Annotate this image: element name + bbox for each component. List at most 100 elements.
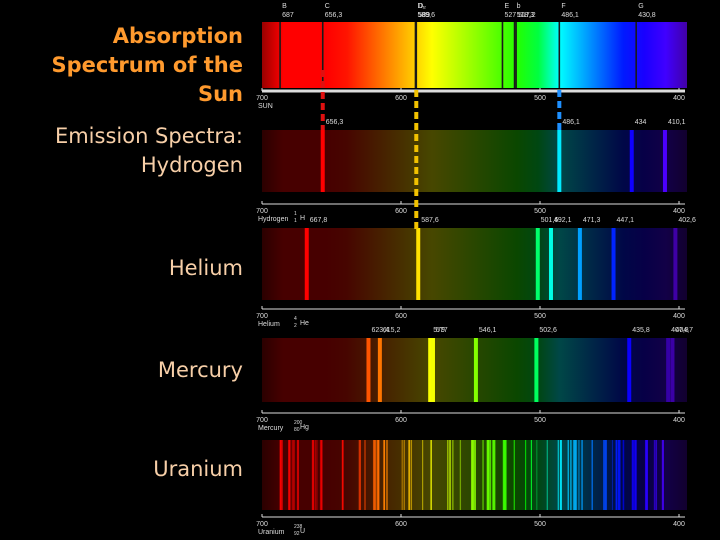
- uranium-line: [530, 440, 532, 510]
- line-label: 492,1: [554, 217, 572, 224]
- absorption-line: [415, 22, 418, 88]
- uranium-label: Uranium: [153, 457, 243, 481]
- emission-line: [627, 338, 632, 402]
- uranium-line: [372, 440, 376, 510]
- line-label: 579: [433, 327, 445, 334]
- absorption-line: [558, 22, 561, 88]
- scale-label: 400: [673, 313, 685, 320]
- line-label: 687: [282, 12, 294, 19]
- uranium-line: [374, 440, 377, 510]
- uranium-line: [559, 440, 562, 510]
- emission-line: [473, 338, 478, 402]
- uranium-line: [570, 440, 572, 510]
- line-label: 518,3: [517, 12, 535, 19]
- uranium-line: [470, 440, 474, 510]
- uranium-line: [288, 440, 291, 510]
- uranium-line: [546, 440, 548, 510]
- uranium-line: [644, 440, 647, 510]
- line-label: 546,1: [479, 327, 497, 334]
- line-label: 410,1: [668, 119, 686, 126]
- label-line: Hydrogen: [140, 153, 243, 177]
- scale-label: 500: [534, 417, 546, 424]
- uranium-line: [492, 440, 495, 510]
- uranium-line: [574, 440, 577, 510]
- scale-label: 600: [395, 208, 407, 215]
- emission-line: [662, 130, 667, 192]
- element-name: Uranium: [258, 529, 285, 536]
- line-letter: b: [517, 3, 521, 10]
- emission-line: [377, 338, 382, 402]
- uranium-line: [645, 440, 648, 510]
- line-label: 434: [635, 119, 647, 126]
- scale-label: 700: [256, 521, 268, 528]
- atomic-number: 80: [294, 427, 300, 433]
- line-label: 587,6: [421, 217, 439, 224]
- uranium-line: [452, 440, 454, 510]
- scale-label: 600: [395, 313, 407, 320]
- spectrum-band: [262, 22, 687, 88]
- uranium-line: [364, 440, 366, 510]
- line-letter: G: [638, 3, 643, 10]
- emission-line: [548, 228, 553, 300]
- line-label: 623,4: [371, 327, 389, 334]
- scale-label: 500: [534, 313, 546, 320]
- uranium-line: [401, 440, 403, 510]
- element-name: Hydrogen: [258, 216, 288, 223]
- emission-line: [673, 228, 678, 300]
- emission-line: [366, 338, 371, 402]
- emission-label: Emission Spectra: Hydrogen: [55, 122, 243, 180]
- emission-line: [629, 130, 634, 192]
- uranium-line: [293, 440, 295, 510]
- line-label: 430,8: [638, 12, 656, 19]
- line-label: 502,6: [539, 327, 557, 334]
- element-name: Helium: [258, 321, 280, 328]
- scale-label: 700: [256, 417, 268, 424]
- line-label: 435,8: [632, 327, 650, 334]
- uranium-line: [473, 440, 475, 510]
- line-label: 667,8: [310, 217, 328, 224]
- line-label: 501,6: [541, 217, 559, 224]
- mass-number: 238: [294, 524, 303, 530]
- absorption-line: [635, 22, 637, 88]
- uranium-line: [567, 440, 569, 510]
- scale-label: 600: [395, 95, 407, 102]
- uranium-line: [513, 440, 515, 510]
- scale-label: 400: [673, 208, 685, 215]
- emission-line: [304, 228, 309, 300]
- element-symbol: H: [300, 215, 305, 222]
- uranium-line: [281, 440, 284, 510]
- uranium-line: [632, 440, 634, 510]
- uranium-line: [591, 440, 593, 510]
- line-label: 402,6: [678, 217, 696, 224]
- scale-label: 700: [256, 313, 268, 320]
- emission-line: [557, 130, 562, 192]
- line-label: 517,2: [518, 12, 536, 19]
- label-line: Emission Spectra:: [54, 124, 243, 148]
- uranium-line: [502, 440, 505, 510]
- emission-line: [670, 338, 675, 402]
- scale-label: 500: [534, 521, 546, 528]
- emission-line: [577, 228, 582, 300]
- uranium-line: [358, 440, 361, 510]
- uranium-line: [411, 440, 413, 510]
- uranium-line: [403, 440, 405, 510]
- uranium-line: [377, 440, 379, 510]
- uranium-line: [446, 440, 449, 510]
- line-letter: C: [325, 3, 330, 10]
- uranium-line: [386, 440, 388, 510]
- uranium-line: [631, 440, 633, 510]
- uranium-line: [615, 440, 618, 510]
- scale-label: 700: [256, 95, 268, 102]
- mass-number: 4: [294, 316, 297, 322]
- uranium-line: [581, 440, 583, 510]
- atomic-number: 92: [294, 531, 300, 537]
- line-label: 656,3: [326, 119, 344, 126]
- line-label: 447,1: [617, 217, 635, 224]
- uranium-line: [291, 440, 294, 510]
- line-label: 589: [418, 12, 430, 19]
- uranium-line: [296, 440, 300, 510]
- emission-line: [416, 228, 421, 300]
- uranium-line: [611, 440, 613, 510]
- uranium-line: [525, 440, 527, 510]
- uranium-line: [655, 440, 658, 510]
